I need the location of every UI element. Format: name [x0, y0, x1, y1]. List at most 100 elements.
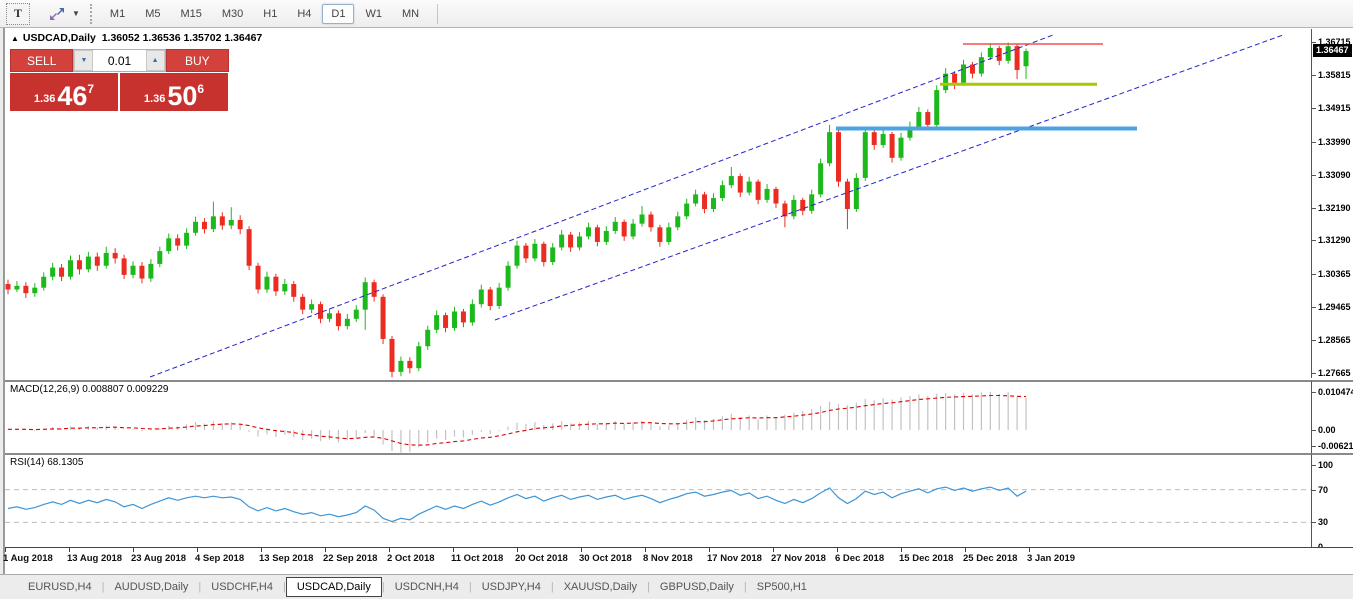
- date-tick: [261, 548, 262, 552]
- tab-separator: |: [550, 581, 554, 593]
- price-tick: [1312, 207, 1316, 209]
- date-tick: [901, 548, 902, 552]
- timeframe-button-H1[interactable]: H1: [263, 7, 278, 20]
- cursor-arrows-button[interactable]: [44, 4, 70, 24]
- macd-axis: 0.010474 0.00 -0.006218: [1311, 380, 1353, 453]
- chart-tab-audusd-daily[interactable]: AUDUSD,Daily: [114, 581, 189, 593]
- date-axis-label: 6 Dec 2018: [835, 553, 885, 564]
- one-click-trade-widget: SELL ▼ 0.01 ▲ BUY 1.36 46 7 1.36 50 6: [10, 49, 229, 111]
- tab-separator: |: [283, 581, 286, 593]
- buy-price-small: 1.36: [143, 93, 166, 105]
- macd-axis-label: 0.00: [1318, 425, 1336, 435]
- date-axis-label: 25 Dec 2018: [963, 553, 1018, 564]
- timeframe-button-M5[interactable]: M5: [145, 7, 161, 20]
- price-chart-panel[interactable]: ▲ USDCAD,Daily 1.36052 1.36536 1.35702 1.…: [5, 29, 1311, 378]
- date-tick: [389, 548, 390, 552]
- sell-button[interactable]: SELL: [10, 49, 74, 72]
- date-axis-label: 3 Jan 2019: [1027, 553, 1076, 564]
- chart-tab-xauusd-daily[interactable]: XAUUSD,Daily: [563, 581, 638, 593]
- collapse-arrow-icon[interactable]: ▲: [11, 34, 19, 43]
- timeframe-button-M15[interactable]: M15: [180, 7, 202, 20]
- date-axis-label: 4 Sep 2018: [195, 553, 245, 564]
- date-tick: [133, 548, 134, 552]
- tab-separator: |: [468, 581, 472, 593]
- buy-button[interactable]: BUY: [165, 49, 229, 72]
- tab-separator: |: [647, 581, 650, 593]
- macd-panel[interactable]: MACD(12,26,9) 0.008807 0.009229: [5, 380, 1311, 453]
- sell-price-small: 1.36: [33, 93, 56, 105]
- chart-tab-eurusd-h4[interactable]: EURUSD,H4: [28, 581, 92, 593]
- macd-tick: [1312, 430, 1316, 431]
- date-axis-label: 13 Aug 2018: [67, 553, 123, 564]
- buy-price-big: 50: [167, 81, 198, 111]
- tab-separator: |: [198, 581, 202, 593]
- price-tick: [1312, 274, 1316, 276]
- rsi-chart[interactable]: [5, 455, 1311, 548]
- buy-price-tile[interactable]: 1.36 50 6: [120, 73, 228, 111]
- timeframe-button-M1[interactable]: M1: [109, 7, 126, 20]
- volume-input[interactable]: 0.01: [107, 53, 132, 68]
- tab-separator: |: [101, 581, 105, 593]
- chart-tab-bar: EURUSD,H4 | AUDUSD,Daily | USDCHF,H4 | USDCAD,…: [0, 574, 1353, 599]
- buy-price-sup: 6: [197, 82, 205, 96]
- date-axis-label: 11 Oct 2018: [451, 553, 504, 564]
- rsi-axis-label: 100: [1318, 460, 1334, 470]
- chevron-down-icon[interactable]: ▼: [72, 9, 80, 18]
- sell-price-sup: 7: [87, 82, 95, 96]
- tab-separator: |: [381, 581, 385, 593]
- price-axis-label: 1.28565: [1318, 335, 1351, 346]
- macd-tick: [1312, 446, 1316, 447]
- date-axis-label: 13 Sep 2018: [259, 553, 314, 564]
- timeframe-button-W1[interactable]: W1: [365, 7, 382, 20]
- candlestick-chart[interactable]: [5, 29, 1311, 378]
- date-axis-label: 23 Aug 2018: [131, 553, 187, 564]
- symbol-title: USDCAD,Daily: [22, 32, 96, 44]
- price-axis-label: 1.29465: [1318, 302, 1351, 313]
- chart-tab-usdchf-h4[interactable]: USDCHF,H4: [211, 581, 273, 593]
- timeframe-buttons: M1 M5 M15 M30 H1 H4 D1 W1 MN: [100, 3, 429, 24]
- toolbar-grip[interactable]: [89, 3, 92, 24]
- sell-price-tile[interactable]: 1.36 46 7: [10, 73, 118, 111]
- date-axis-label: 22 Sep 2018: [323, 553, 378, 564]
- cursor-arrows-icon: [50, 7, 64, 20]
- date-tick: [965, 548, 966, 552]
- chart-tab-usdcnh-h4[interactable]: USDCNH,H4: [394, 581, 459, 593]
- price-tick: [1312, 307, 1316, 309]
- date-axis-label: 2 Oct 2018: [387, 553, 435, 564]
- date-tick: [453, 548, 454, 552]
- price-tick: [1312, 74, 1316, 76]
- chart-tab-sp500-h1[interactable]: SP500,H1: [756, 581, 807, 593]
- price-axis-label: 1.35815: [1318, 69, 1351, 80]
- macd-label: MACD(12,26,9) 0.008807 0.009229: [10, 384, 169, 395]
- timeframe-button-H4[interactable]: H4: [297, 7, 312, 20]
- text-tool-button[interactable]: T: [6, 2, 30, 25]
- timeframe-button-D1[interactable]: D1: [322, 3, 355, 24]
- date-axis-label: 8 Nov 2018: [643, 553, 693, 564]
- price-axis-label: 1.36715: [1318, 36, 1351, 47]
- rsi-tick: [1312, 522, 1316, 524]
- ohlc-values: 1.36052 1.36536 1.35702 1.36467: [101, 32, 263, 44]
- price-axis-label: 1.27665: [1318, 368, 1351, 379]
- rsi-panel[interactable]: RSI(14) 68.1305: [5, 453, 1311, 548]
- price-tick: [1312, 174, 1316, 176]
- date-tick: [517, 548, 518, 552]
- timeframe-button-MN[interactable]: MN: [401, 7, 420, 20]
- chart-tab-usdjpy-h4[interactable]: USDJPY,H4: [481, 581, 541, 593]
- volume-increase-button[interactable]: ▲: [145, 50, 165, 71]
- price-tick: [1312, 41, 1316, 43]
- macd-chart[interactable]: [5, 382, 1311, 453]
- chart-tab-gbpusd-daily[interactable]: GBPUSD,Daily: [659, 581, 734, 593]
- date-axis-label: 15 Dec 2018: [899, 553, 954, 564]
- price-axis-label: 1.32190: [1318, 202, 1351, 213]
- chart-tab-usdcad-daily[interactable]: USDCAD,Daily: [285, 577, 382, 597]
- date-tick: [837, 548, 838, 552]
- sell-price-big: 46: [57, 81, 88, 111]
- date-axis-label: 20 Oct 2018: [515, 553, 568, 564]
- current-price-tag: 1.36467: [1313, 44, 1352, 58]
- price-tick: [1312, 240, 1316, 242]
- timeframe-button-M30[interactable]: M30: [221, 7, 244, 20]
- volume-stepper: ▼ 0.01 ▲: [73, 49, 166, 72]
- price-axis-label: 1.33090: [1318, 169, 1351, 180]
- price-tick: [1312, 107, 1316, 109]
- volume-decrease-button[interactable]: ▼: [74, 50, 94, 71]
